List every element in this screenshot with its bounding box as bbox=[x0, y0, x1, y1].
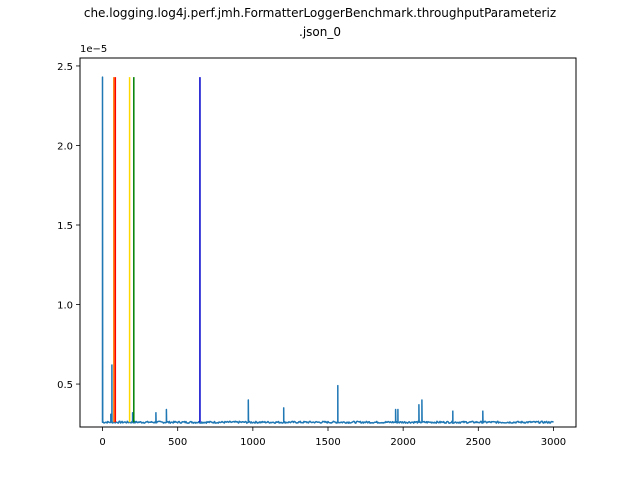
x-tick-label: 500 bbox=[168, 437, 187, 448]
series-line-0 bbox=[101, 76, 554, 424]
chart-title-line2: .json_0 bbox=[299, 25, 341, 39]
x-axis: 0 500 1000 1500 2000 2500 3000 bbox=[99, 427, 566, 448]
x-tick-label: 1000 bbox=[240, 437, 265, 448]
y-tick-label: 0.5 bbox=[57, 380, 73, 391]
y-tick-label: 2.5 bbox=[57, 62, 73, 73]
y-tick-label: 1.5 bbox=[57, 221, 73, 232]
x-tick-label: 2500 bbox=[466, 437, 491, 448]
y-offset-label: 1e−5 bbox=[80, 44, 107, 55]
x-tick-label: 2000 bbox=[390, 437, 415, 448]
x-tick-label: 3000 bbox=[541, 437, 566, 448]
y-axis: 0.5 1.0 1.5 2.0 2.5 bbox=[57, 62, 80, 391]
axes-frame bbox=[79, 57, 577, 428]
y-tick-label: 2.0 bbox=[57, 141, 73, 152]
plot-area bbox=[101, 76, 554, 424]
y-tick-label: 1.0 bbox=[57, 301, 73, 312]
x-tick-label: 0 bbox=[99, 437, 105, 448]
chart-title-line1: che.logging.log4j.perf.jmh.FormatterLogg… bbox=[84, 6, 556, 20]
x-tick-label: 1500 bbox=[315, 437, 340, 448]
